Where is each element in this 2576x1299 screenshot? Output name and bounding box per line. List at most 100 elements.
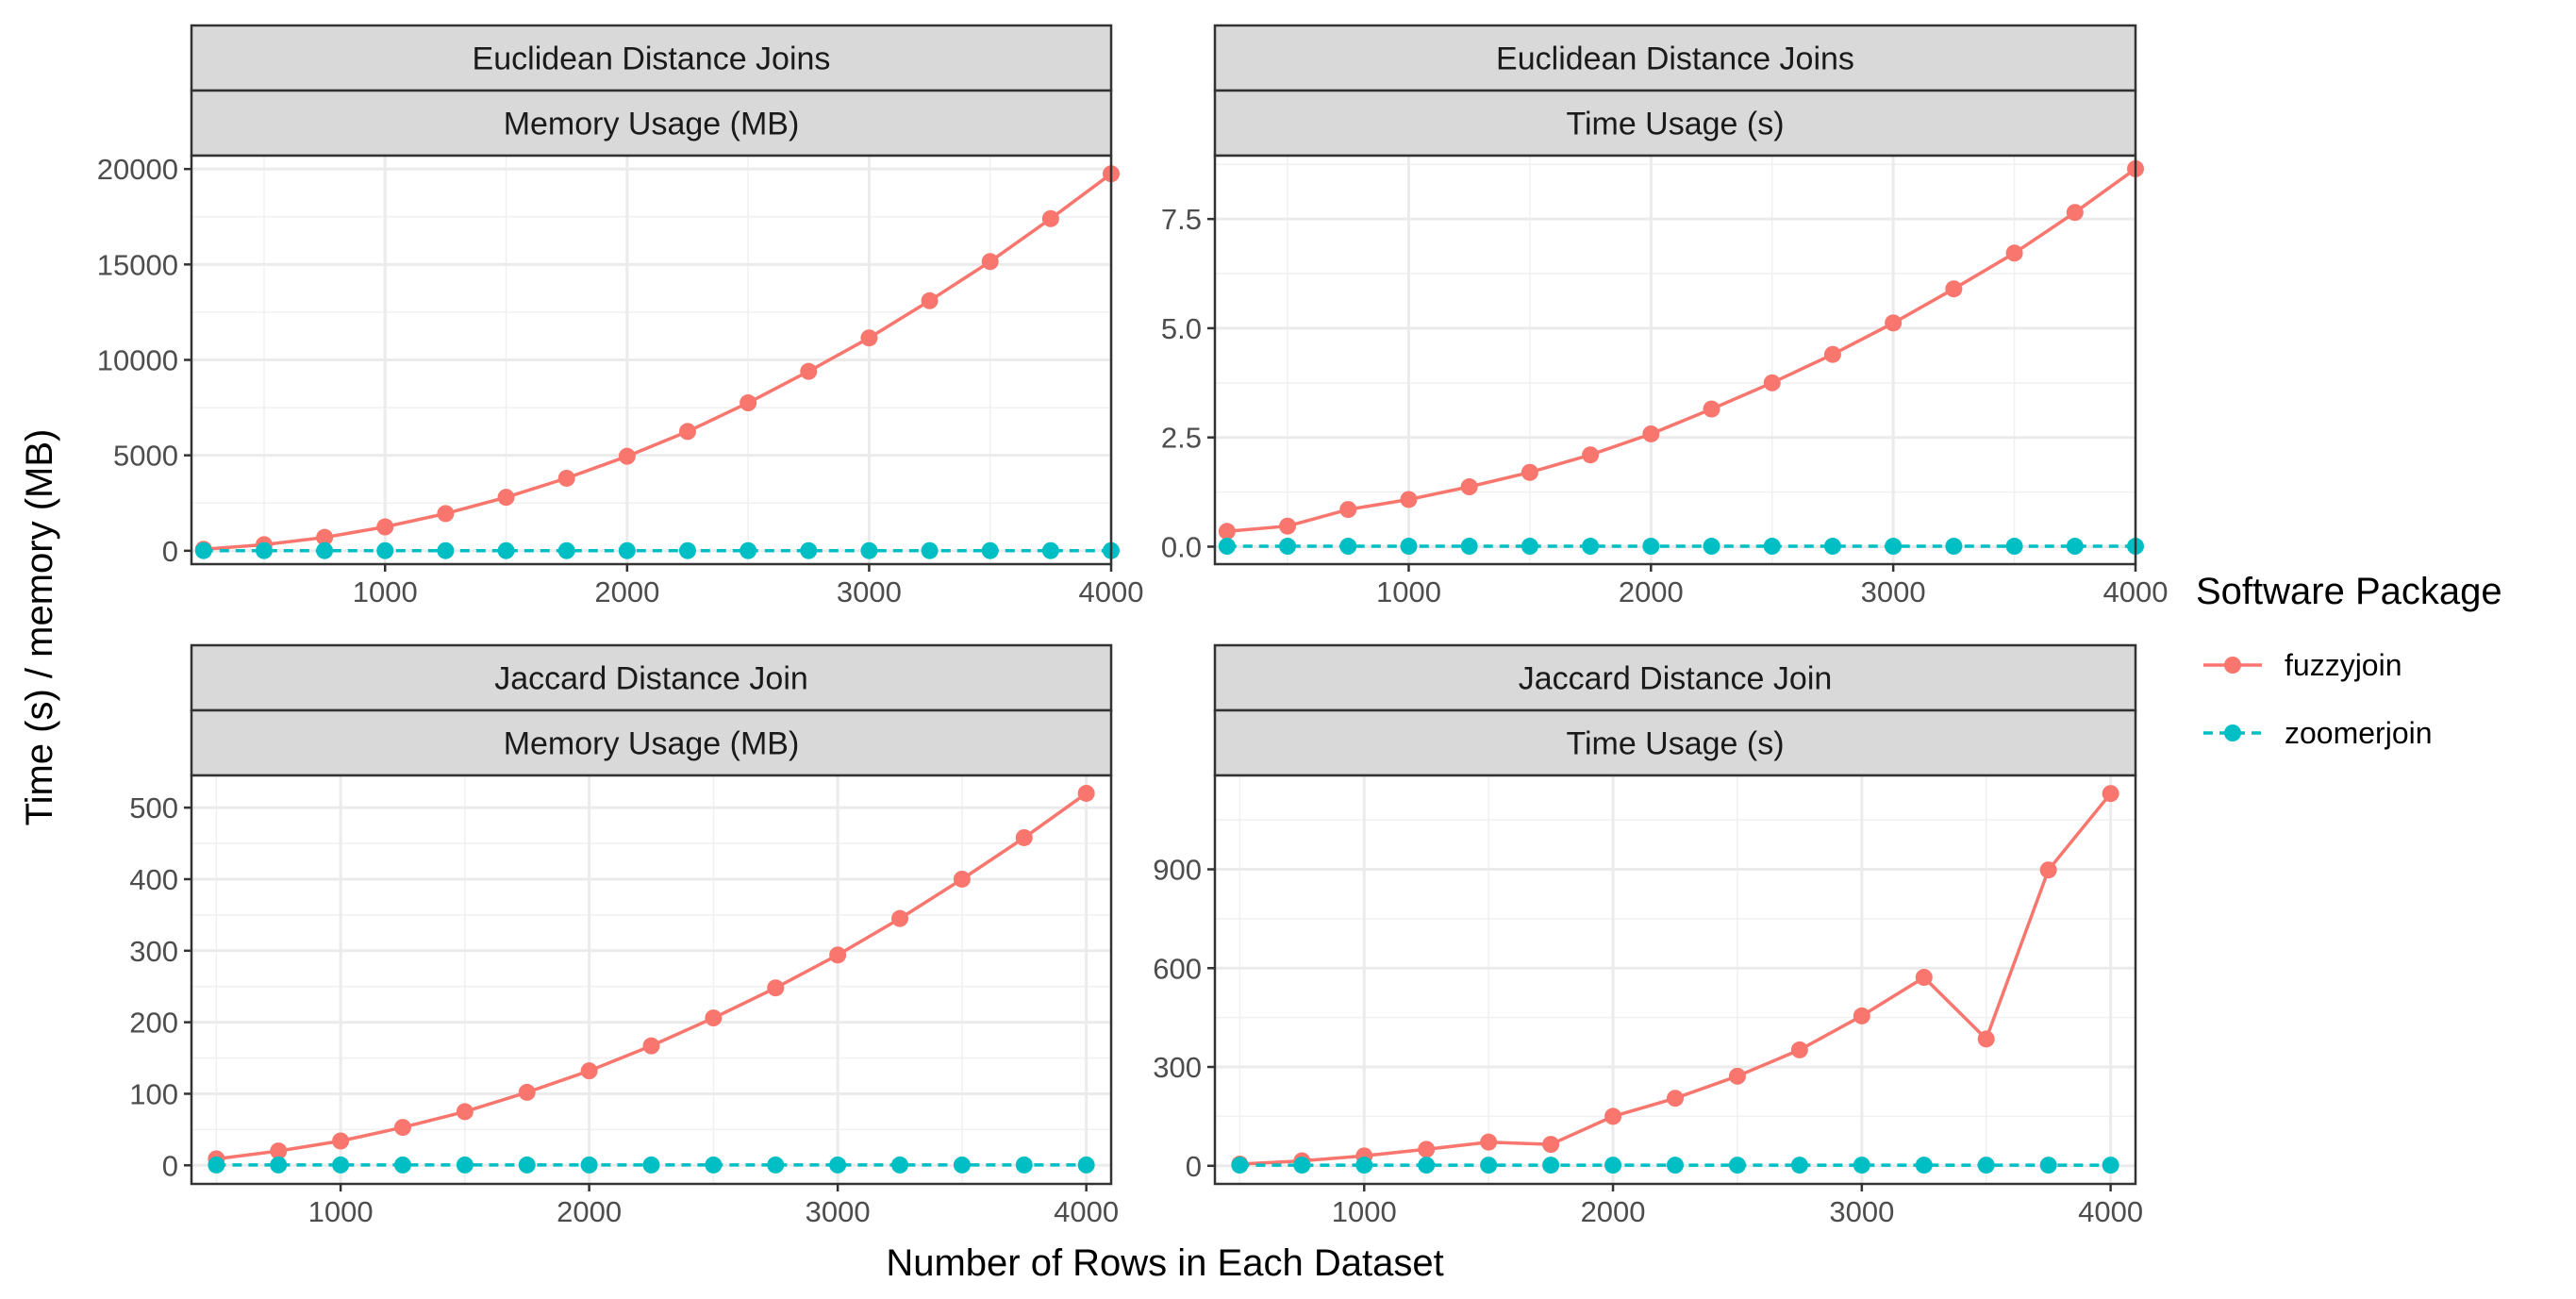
y-tick-label: 600 <box>1153 952 1202 985</box>
data-point-zoomerjoin <box>1853 1157 1870 1174</box>
data-point-fuzzyjoin <box>393 1119 411 1137</box>
legend: Software Package fuzzyjoin zoomerjoin <box>2196 571 2502 750</box>
data-point-zoomerjoin <box>332 1156 350 1174</box>
y-tick-label: 0.0 <box>1161 530 1202 563</box>
data-point-fuzzyjoin <box>1823 345 1841 363</box>
data-point-fuzzyjoin <box>1218 523 1236 541</box>
panel-border <box>1213 154 2137 566</box>
data-point-fuzzyjoin <box>1582 446 1600 464</box>
data-point-fuzzyjoin <box>1703 400 1720 418</box>
y-tick-label: 15000 <box>97 248 178 281</box>
panels: Euclidean Distance Joins Memory Usage (MB… <box>97 24 2168 1228</box>
x-tick-label: 3000 <box>837 575 902 608</box>
x-tick-label: 2000 <box>594 575 659 608</box>
data-point-zoomerjoin <box>891 1156 909 1174</box>
data-point-zoomerjoin <box>618 541 636 559</box>
y-tick-label: 2.5 <box>1161 422 1202 455</box>
data-point-zoomerjoin <box>1339 538 1357 556</box>
y-tick-label: 100 <box>129 1077 178 1110</box>
y-tick-label: 200 <box>129 1007 178 1040</box>
legend-label-fuzzyjoin: fuzzyjoin <box>2285 648 2402 682</box>
data-point-zoomerjoin <box>740 541 757 559</box>
y-tick-label: 0 <box>162 535 178 568</box>
data-point-fuzzyjoin <box>891 909 909 927</box>
data-point-fuzzyjoin <box>953 870 971 888</box>
x-tick-label: 1000 <box>1332 1195 1397 1228</box>
data-point-zoomerjoin <box>800 541 818 559</box>
y-tick-label: 900 <box>1153 854 1202 887</box>
data-point-zoomerjoin <box>678 541 696 559</box>
y-tick-label: 5.0 <box>1161 312 1202 345</box>
data-point-zoomerjoin <box>2102 1157 2119 1174</box>
data-point-fuzzyjoin <box>1853 1007 1870 1024</box>
data-point-fuzzyjoin <box>1945 280 1963 298</box>
strip-bottom-label: Time Usage (s) <box>1566 726 1784 762</box>
strip-bottom <box>1213 89 2137 158</box>
legend-entry-fuzzyjoin: fuzzyjoin <box>2203 648 2402 682</box>
data-point-fuzzyjoin <box>1279 517 1297 535</box>
x-tick-label: 1000 <box>308 1195 374 1228</box>
data-point-fuzzyjoin <box>1790 1041 1808 1058</box>
data-point-fuzzyjoin <box>1604 1107 1622 1125</box>
data-point-fuzzyjoin <box>1077 784 1095 802</box>
data-point-zoomerjoin <box>376 541 394 559</box>
y-axis-title: Time (s) / memory (MB) <box>19 429 60 826</box>
strip-top-label: Euclidean Distance Joins <box>1496 42 1854 77</box>
data-point-zoomerjoin <box>1667 1157 1684 1174</box>
data-point-zoomerjoin <box>1763 538 1781 556</box>
data-point-fuzzyjoin <box>1977 1030 1995 1048</box>
strip-top-label: Euclidean Distance Joins <box>473 42 831 77</box>
data-point-fuzzyjoin <box>2066 204 2084 222</box>
strip-top <box>1213 643 2137 712</box>
panel-2: Euclidean Distance Joins Time Usage (s) 10… <box>1161 24 2168 608</box>
x-tick-label: 1000 <box>353 575 418 608</box>
data-point-fuzzyjoin <box>1460 478 1478 496</box>
data-point-fuzzyjoin <box>1915 969 1933 987</box>
series-line-fuzzyjoin <box>203 172 1113 551</box>
y-tick-label: 10000 <box>97 344 178 377</box>
x-axis-title: Number of Rows in Each Dataset <box>886 1242 1443 1284</box>
data-point-zoomerjoin <box>953 1156 971 1174</box>
data-point-fuzzyjoin <box>332 1132 350 1150</box>
data-point-fuzzyjoin <box>376 518 394 536</box>
data-point-fuzzyjoin <box>1418 1141 1436 1158</box>
series-line-fuzzyjoin <box>1226 167 2137 534</box>
x-tick-label: 4000 <box>1079 575 1144 608</box>
data-point-zoomerjoin <box>1041 541 1059 559</box>
data-point-fuzzyjoin <box>456 1103 474 1121</box>
strip-top-label: Jaccard Distance Join <box>494 661 808 697</box>
data-point-fuzzyjoin <box>270 1142 288 1160</box>
data-point-zoomerjoin <box>393 1156 411 1174</box>
y-tick-label: 0 <box>1186 1150 1202 1183</box>
data-point-zoomerjoin <box>437 541 455 559</box>
data-point-fuzzyjoin <box>921 291 939 309</box>
data-point-zoomerjoin <box>2039 1157 2057 1174</box>
data-point-zoomerjoin <box>1823 538 1841 556</box>
x-tick-label: 2000 <box>557 1195 622 1228</box>
data-point-fuzzyjoin <box>1542 1136 1560 1154</box>
data-point-fuzzyjoin <box>557 469 575 487</box>
data-point-fuzzyjoin <box>316 528 334 546</box>
data-point-zoomerjoin <box>981 541 999 559</box>
data-point-zoomerjoin <box>1521 538 1538 556</box>
y-tick-label: 20000 <box>97 153 178 186</box>
data-point-fuzzyjoin <box>518 1083 536 1101</box>
data-point-fuzzyjoin <box>981 253 999 271</box>
x-tick-label: 4000 <box>1054 1195 1119 1228</box>
data-point-fuzzyjoin <box>1339 501 1357 519</box>
data-point-zoomerjoin <box>1915 1157 1933 1174</box>
strip-top <box>1213 24 2137 92</box>
strip-bottom-label: Time Usage (s) <box>1566 107 1784 142</box>
x-tick-label: 3000 <box>806 1195 871 1228</box>
panel-background <box>1215 775 2136 1184</box>
data-point-zoomerjoin <box>1293 1157 1311 1174</box>
data-point-zoomerjoin <box>705 1156 723 1174</box>
data-point-zoomerjoin <box>456 1156 474 1174</box>
data-point-zoomerjoin <box>2066 538 2084 556</box>
data-point-zoomerjoin <box>316 541 334 559</box>
data-point-zoomerjoin <box>208 1156 225 1174</box>
panel-1: Euclidean Distance Joins Memory Usage (MB… <box>97 24 1144 608</box>
data-point-zoomerjoin <box>1604 1157 1622 1174</box>
data-point-zoomerjoin <box>270 1156 288 1174</box>
legend-title: Software Package <box>2196 571 2502 612</box>
